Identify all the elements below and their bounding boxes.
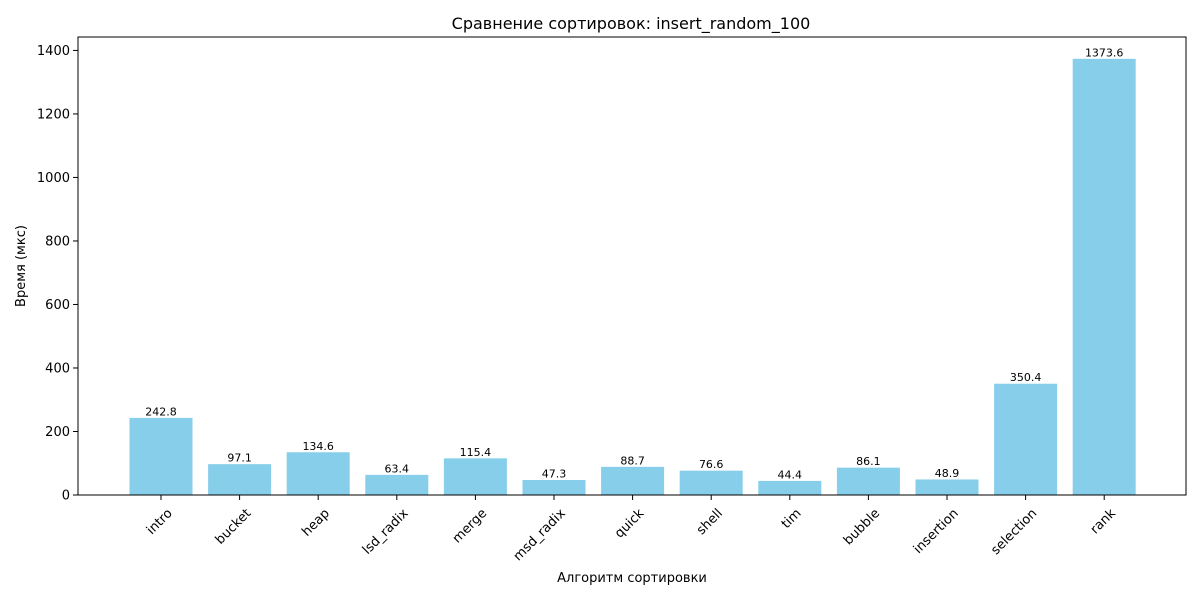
- bar-rank: [1072, 58, 1136, 495]
- data-label-tim: 44.4: [778, 468, 803, 481]
- x-tick-label-lsd_radix: lsd_radix: [360, 506, 412, 558]
- y-tick-label: 1200: [37, 107, 70, 122]
- data-label-shell: 76.6: [699, 458, 724, 471]
- y-tick-label: 400: [45, 361, 70, 376]
- y-tick-label: 1000: [37, 171, 70, 186]
- y-tick-label: 1400: [37, 44, 70, 59]
- data-label-quick: 88.7: [620, 454, 645, 467]
- plot-frame: [77, 36, 1187, 496]
- data-label-selection: 350.4: [1010, 371, 1042, 384]
- x-tick-label-bucket: bucket: [213, 506, 255, 548]
- bar-quick: [601, 466, 665, 495]
- bar-msd_radix: [522, 479, 586, 495]
- x-tick-label-heap: heap: [299, 506, 333, 540]
- data-label-intro: 242.8: [145, 405, 177, 418]
- y-tick-label: 600: [45, 298, 70, 313]
- plot-area: 242.8 97.1 134.6 63.4 115.4 47.3 88.7 76.6 44.4 8…: [129, 46, 1136, 495]
- bar-shell: [679, 470, 743, 495]
- x-tick-label-rank: rank: [1088, 506, 1120, 538]
- data-label-heap: 134.6: [302, 440, 334, 453]
- x-tick-label-tim: tim: [779, 506, 805, 532]
- bar-lsd_radix: [365, 474, 429, 495]
- bar-tim: [758, 480, 822, 495]
- bar-intro: [129, 417, 193, 495]
- x-tick-label-selection: selection: [988, 506, 1040, 558]
- y-tick-label: 800: [45, 234, 70, 249]
- x-tick-label-quick: quick: [612, 506, 648, 542]
- x-tick-label-msd_radix: msd_radix: [511, 506, 569, 564]
- data-label-merge: 115.4: [460, 446, 492, 459]
- bar-selection: [994, 383, 1058, 495]
- x-tick-label-shell: shell: [694, 506, 726, 538]
- y-axis: 0 200 400 600 800 1000 1200 1400: [37, 44, 78, 504]
- bar-bucket: [208, 464, 272, 495]
- x-axis: intro bucket heap lsd_radix merge msd_radix qu…: [144, 495, 1119, 564]
- bar-insertion: [915, 479, 979, 495]
- data-label-insertion: 48.9: [935, 467, 960, 480]
- x-tick-label-merge: merge: [450, 506, 490, 546]
- bar-heap: [286, 452, 350, 495]
- bar-bubble: [836, 467, 900, 495]
- x-tick-label-bubble: bubble: [841, 506, 883, 548]
- x-tick-label-intro: intro: [144, 506, 176, 538]
- x-tick-label-insertion: insertion: [911, 506, 962, 557]
- data-label-rank: 1373.6: [1085, 46, 1124, 59]
- chart-title: Сравнение сортировок: insert_random_100: [452, 14, 811, 34]
- bar-merge: [443, 458, 507, 495]
- y-tick-label: 0: [62, 489, 70, 504]
- data-label-lsd_radix: 63.4: [385, 462, 410, 475]
- x-axis-title: Алгоритм сортировки: [557, 571, 707, 586]
- y-tick-label: 200: [45, 425, 70, 440]
- y-axis-title: Время (мкс): [14, 225, 29, 307]
- data-label-msd_radix: 47.3: [542, 467, 567, 480]
- data-label-bubble: 86.1: [856, 455, 881, 468]
- data-label-bucket: 97.1: [227, 452, 252, 465]
